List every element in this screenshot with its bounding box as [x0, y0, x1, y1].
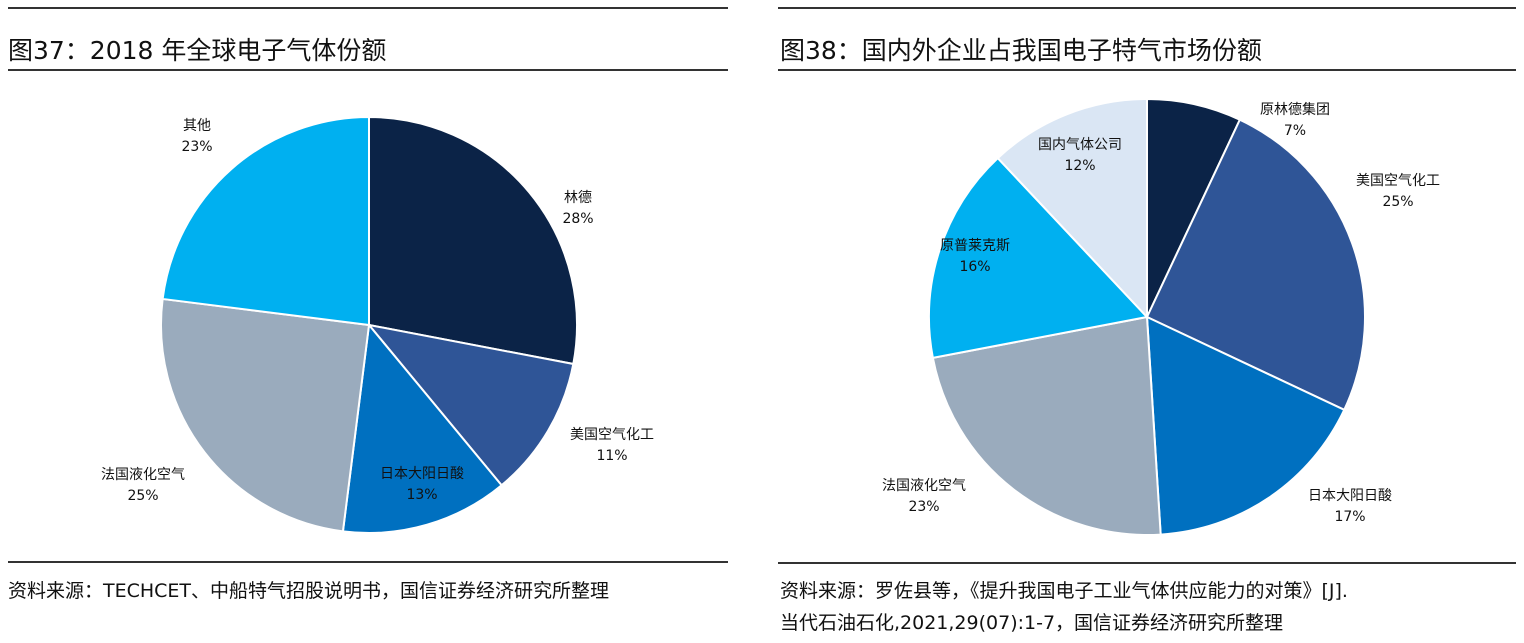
left-bottom-rule [8, 561, 728, 563]
right-source-line2: 当代石油石化,2021,29(07):1-7，国信证券经济研究所整理 [780, 612, 1284, 634]
slice-label: 日本大阳日酸 [1308, 488, 1392, 504]
slice-label: 日本大阳日酸 [380, 466, 464, 482]
slice-value-label: 25% [1382, 194, 1413, 210]
slice-value-label: 23% [908, 499, 939, 515]
slice-value-label: 11% [596, 448, 627, 464]
pie-slice [996, 97, 1148, 320]
right-bottom-rule [778, 562, 1516, 564]
pie-slice [366, 323, 575, 487]
slice-label: 法国液化空气 [101, 467, 185, 483]
slice-label: 美国空气化工 [1356, 173, 1440, 189]
pie-slice [341, 322, 503, 534]
slice-label: 原普莱克斯 [940, 238, 1010, 254]
slice-label: 原林德集团 [1260, 101, 1330, 118]
pie-slice [1145, 315, 1346, 536]
slice-value-label: 7% [1284, 123, 1306, 139]
pie-slice [160, 297, 371, 533]
slice-value-label: 13% [406, 487, 437, 503]
slice-value-label: 28% [562, 211, 593, 227]
slice-value-label: 12% [1064, 158, 1095, 174]
slice-label: 其他 [183, 118, 211, 134]
left-chart-title: 图37：2018 年全球电子气体份额 [8, 36, 387, 65]
pie-slice [931, 315, 1162, 536]
slice-label: 国内气体公司 [1038, 137, 1122, 153]
right-source-line1: 资料来源：罗佐县等，《提升我国电子工业气体供应能力的对策》[J]. [780, 580, 1348, 602]
slice-label: 美国空气化工 [570, 427, 654, 443]
left-top-rule [8, 7, 728, 9]
slice-value-label: 23% [181, 139, 212, 155]
slice-label: 法国液化空气 [882, 478, 966, 494]
pie-slice [161, 115, 370, 327]
right-title-rule [778, 69, 1516, 71]
left-title-rule [8, 69, 728, 71]
pie-slice [368, 115, 578, 366]
slice-value-label: 25% [127, 488, 158, 504]
pie-slice [1145, 118, 1366, 412]
left-source: 资料来源：TECHCET、中船特气招股说明书，国信证券经济研究所整理 [8, 580, 610, 602]
slice-label: 林德 [564, 190, 592, 206]
right-chart-title: 图38：国内外企业占我国电子特气市场份额 [780, 36, 1262, 65]
slice-value-label: 17% [1334, 509, 1365, 525]
pie-slice [928, 156, 1149, 360]
slice-value-label: 16% [959, 259, 990, 275]
right-top-rule [778, 7, 1516, 9]
